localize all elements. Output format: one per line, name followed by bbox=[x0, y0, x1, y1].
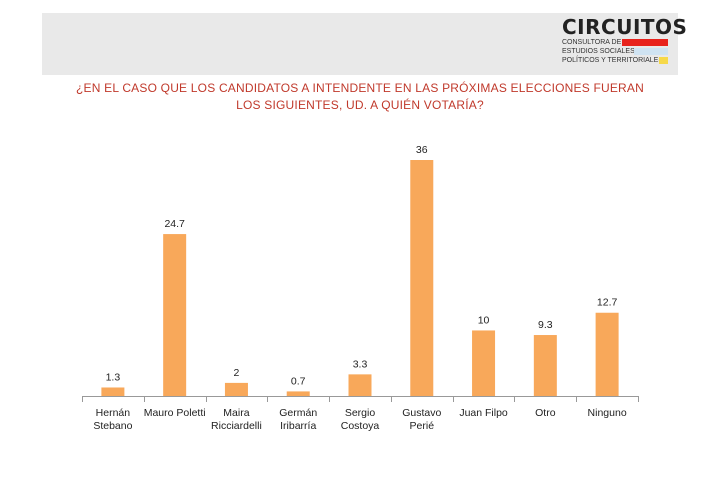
logo-line-3: POLÍTICOS Y TERRITORIALES bbox=[562, 56, 672, 65]
value-label: 10 bbox=[478, 314, 490, 326]
category-label: Ricciardelli bbox=[211, 420, 262, 432]
value-label: 36 bbox=[416, 144, 428, 156]
bar bbox=[472, 330, 496, 396]
category-label: Germán bbox=[279, 407, 317, 419]
logo-line-1: CONSULTORA DE bbox=[562, 38, 672, 47]
value-label: 3.3 bbox=[353, 358, 368, 370]
logo-yellow-bar bbox=[659, 57, 668, 64]
bar bbox=[224, 382, 248, 396]
category-label: Ninguno bbox=[588, 407, 627, 419]
category-label: Sergio bbox=[345, 407, 376, 419]
bar bbox=[595, 312, 619, 396]
circuitos-logo: CIRCUITOS CONSULTORA DE ESTUDIOS SOCIALE… bbox=[562, 15, 688, 65]
value-label: 9.3 bbox=[538, 319, 553, 331]
logo-red-bar bbox=[622, 39, 668, 46]
chart-title-line-2: LOS SIGUIENTES, UD. A QUIÉN VOTARÍA? bbox=[236, 98, 484, 112]
category-label: Perié bbox=[410, 420, 435, 432]
category-label: Mauro Poletti bbox=[144, 407, 206, 419]
category-label: Stebano bbox=[93, 420, 132, 432]
logo-title: CIRCUITOS bbox=[562, 15, 688, 39]
bar bbox=[410, 160, 434, 396]
value-label: 0.7 bbox=[291, 375, 306, 387]
bar bbox=[533, 335, 557, 396]
chart-title-line-1: ¿EN EL CASO QUE LOS CANDIDATOS A INTENDE… bbox=[76, 81, 644, 95]
logo-text-3: POLÍTICOS Y TERRITORIALES bbox=[562, 57, 664, 64]
category-label: Maira bbox=[223, 407, 249, 419]
value-label: 2 bbox=[234, 367, 240, 379]
category-label: Gustavo bbox=[402, 407, 441, 419]
header-band bbox=[42, 13, 678, 75]
bar bbox=[348, 374, 372, 396]
logo-line-2: ESTUDIOS SOCIALES, bbox=[562, 47, 672, 56]
category-label: Hernán bbox=[96, 407, 131, 419]
value-label: 12.7 bbox=[597, 297, 618, 309]
logo-blue-bar bbox=[634, 48, 668, 55]
logo-text-1: CONSULTORA DE bbox=[562, 39, 622, 46]
bar bbox=[163, 234, 187, 396]
category-label: Iribarría bbox=[280, 420, 316, 432]
chart-title: ¿EN EL CASO QUE LOS CANDIDATOS A INTENDE… bbox=[60, 80, 660, 114]
category-label: Costoya bbox=[341, 420, 380, 432]
value-label: 1.3 bbox=[106, 371, 121, 383]
category-label: Juan Filpo bbox=[459, 407, 508, 419]
category-label: Otro bbox=[535, 407, 556, 419]
bar bbox=[101, 387, 125, 396]
value-label: 24.7 bbox=[164, 218, 185, 230]
logo-text-2: ESTUDIOS SOCIALES, bbox=[562, 48, 637, 55]
bar bbox=[286, 391, 310, 396]
